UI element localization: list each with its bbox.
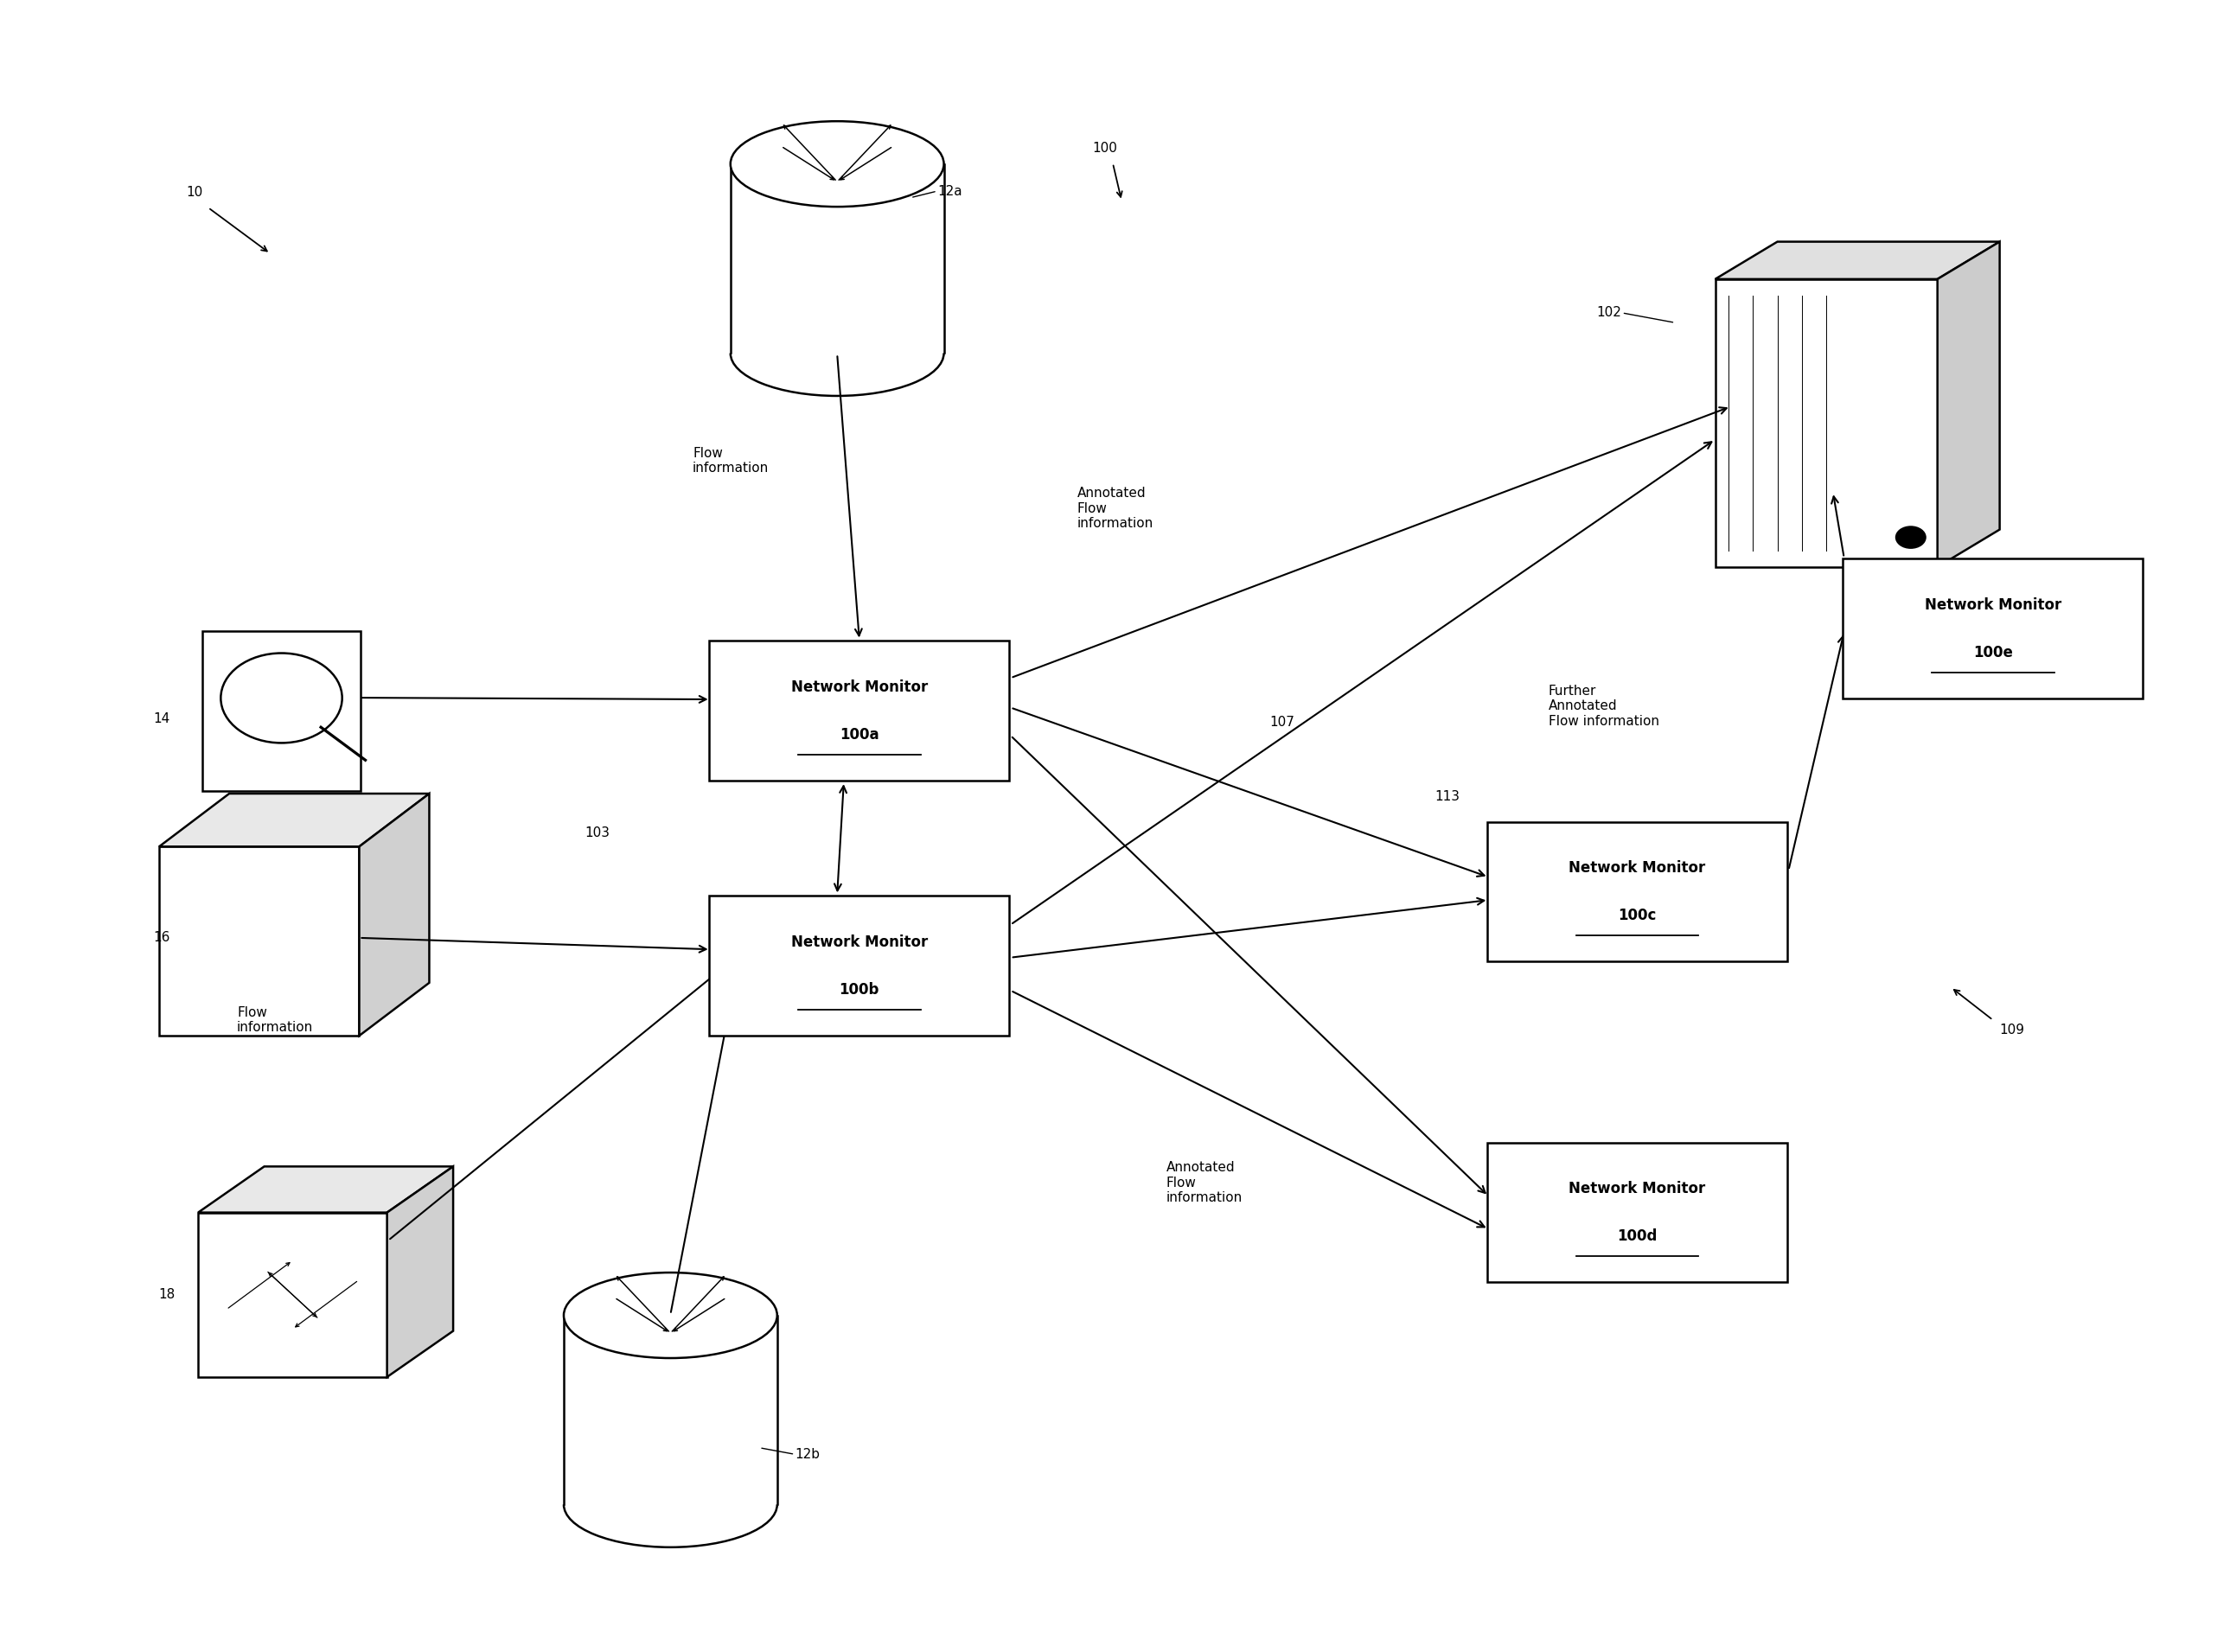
Polygon shape — [1715, 241, 2000, 279]
Text: Network Monitor: Network Monitor — [792, 679, 928, 695]
Ellipse shape — [731, 121, 943, 206]
Polygon shape — [198, 1166, 453, 1213]
Text: 100b: 100b — [838, 981, 879, 998]
Ellipse shape — [564, 1272, 776, 1358]
Text: Further
Annotated
Flow information: Further Annotated Flow information — [1548, 684, 1659, 727]
FancyBboxPatch shape — [1487, 823, 1788, 961]
Text: 12b: 12b — [794, 1447, 821, 1460]
Text: 100a: 100a — [841, 727, 879, 742]
Text: 100d: 100d — [1617, 1229, 1657, 1244]
Text: 16: 16 — [154, 932, 169, 945]
Circle shape — [221, 653, 341, 743]
Text: 12a: 12a — [937, 185, 961, 198]
Text: Annotated
Flow
information: Annotated Flow information — [1166, 1161, 1242, 1204]
Text: 100e: 100e — [1974, 644, 2014, 661]
Text: 103: 103 — [584, 826, 609, 839]
FancyBboxPatch shape — [1487, 1143, 1788, 1282]
Circle shape — [1896, 525, 1927, 548]
Polygon shape — [1938, 241, 2000, 567]
Text: Network Monitor: Network Monitor — [1924, 596, 2061, 613]
Text: Network Monitor: Network Monitor — [1570, 1181, 1706, 1196]
Text: 18: 18 — [158, 1289, 174, 1302]
Text: Annotated
Flow
information: Annotated Flow information — [1077, 487, 1153, 530]
Polygon shape — [198, 1213, 388, 1378]
FancyBboxPatch shape — [709, 895, 1010, 1036]
Polygon shape — [359, 793, 428, 1036]
Text: 10: 10 — [185, 187, 203, 200]
Polygon shape — [158, 846, 359, 1036]
Text: 100c: 100c — [1619, 909, 1657, 923]
Text: 113: 113 — [1434, 790, 1458, 803]
Polygon shape — [1715, 279, 1938, 567]
Text: 100: 100 — [1093, 142, 1117, 155]
FancyBboxPatch shape — [709, 641, 1010, 781]
Text: 107: 107 — [1269, 715, 1293, 729]
Text: Flow
information: Flow information — [236, 1006, 312, 1034]
Text: Network Monitor: Network Monitor — [1570, 861, 1706, 876]
Polygon shape — [158, 793, 428, 846]
Text: Flow
information: Flow information — [694, 446, 769, 474]
Polygon shape — [388, 1166, 453, 1378]
Bar — [203, 631, 361, 791]
Text: 102: 102 — [1597, 306, 1621, 319]
Text: Network Monitor: Network Monitor — [792, 935, 928, 950]
Text: 14: 14 — [154, 712, 169, 725]
FancyBboxPatch shape — [1842, 558, 2143, 699]
Text: 109: 109 — [2000, 1024, 2025, 1036]
